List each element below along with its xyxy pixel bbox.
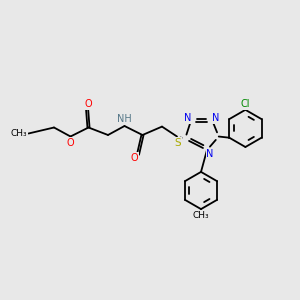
Text: CH₃: CH₃ (193, 211, 209, 220)
Text: S: S (175, 138, 181, 148)
Text: N: N (206, 148, 214, 159)
Text: CH₃: CH₃ (11, 129, 27, 138)
Text: O: O (67, 137, 74, 148)
Text: N: N (212, 113, 219, 123)
Text: O: O (130, 153, 138, 163)
Text: O: O (84, 99, 92, 109)
Text: N: N (184, 113, 191, 123)
Text: NH: NH (117, 114, 132, 124)
Text: Cl: Cl (241, 99, 250, 109)
